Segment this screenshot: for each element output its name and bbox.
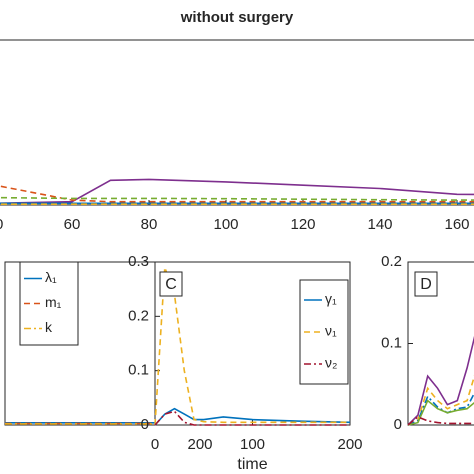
x-tick-label: 40 — [0, 216, 3, 233]
panel-label: C — [165, 276, 177, 293]
x-tick-label: 60 — [64, 216, 81, 233]
series-line — [407, 392, 474, 426]
series-line — [0, 178, 474, 204]
x-tick-label: 0 — [151, 436, 159, 453]
panel-label: D — [420, 276, 432, 293]
panel-label-box — [159, 271, 183, 297]
y-tick-label: 0.1 — [128, 362, 149, 379]
series-line — [154, 407, 351, 426]
legend-label: ν₁ — [325, 323, 337, 339]
legend-label: λ₁ — [45, 269, 57, 285]
panel-label-box — [414, 271, 438, 297]
series-line — [407, 335, 474, 426]
chart-title: without surgery — [180, 9, 294, 26]
series-line — [407, 415, 474, 426]
x-tick-label: 100 — [213, 216, 238, 233]
y-tick-label: 0.2 — [128, 307, 149, 324]
x-axis-label: time — [237, 456, 267, 473]
x-tick-label: 80 — [141, 216, 158, 233]
x-tick-label: 160 — [444, 216, 469, 233]
x-tick-label: 100 — [240, 436, 265, 453]
legend-label: k — [45, 319, 53, 335]
legend-label: γ₁ — [325, 291, 337, 307]
series-line — [407, 374, 474, 426]
y-tick-label: 0.2 — [381, 253, 402, 270]
y-tick-label: 0.1 — [381, 334, 402, 351]
legend-label: ν₂ — [325, 355, 337, 371]
series-line — [407, 399, 474, 426]
series-line — [154, 410, 350, 426]
legend-label: m₁ — [45, 294, 62, 310]
x-tick-label: 120 — [290, 216, 315, 233]
x-tick-label: 200 — [337, 436, 362, 453]
x-tick-label: 140 — [367, 216, 392, 233]
y-tick-label: 0 — [394, 416, 402, 433]
series-line — [0, 185, 474, 203]
y-tick-label: 0 — [141, 416, 149, 433]
y-tick-label: 0.3 — [128, 253, 149, 270]
x-tick-label: 200 — [187, 436, 212, 453]
axes-box — [0, 39, 474, 206]
